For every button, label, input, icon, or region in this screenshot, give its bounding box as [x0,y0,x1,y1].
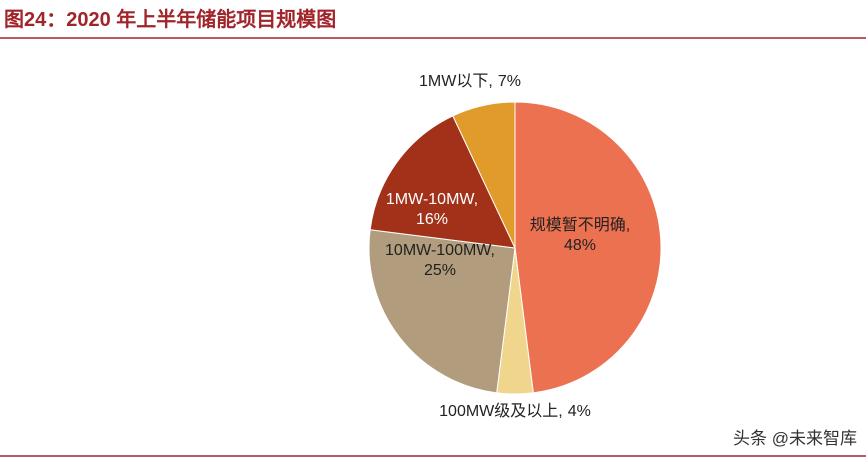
value-label: 7% [498,73,521,90]
chart-title: 图24：2020 年上半年储能项目规模图 [4,7,336,31]
labels: 规模暂不明确, 48% 100MW级及以上, 4% 10MW-100MW, 25% 1MW-… [385,73,630,420]
category-label: 1MW以下 [419,73,488,90]
value-label: 16% [416,211,448,228]
label-separator: , [558,403,562,420]
pie [368,101,662,395]
value-label: 48% [564,237,596,254]
pie-slice [369,115,516,249]
category-label: 1MW-10MW [386,191,475,208]
label-separator: , [474,191,478,208]
pie-slice [452,101,516,249]
value-label: 25% [424,262,456,279]
label-separator: , [488,73,492,90]
label-separator: , [626,217,630,234]
slice-label: 10MW-100MW, 25% [385,242,495,279]
slice-label: 1MW-10MW, 16% [386,191,478,228]
pie-slice [368,229,516,394]
slice-label: 1MW以下, 7% [419,73,521,90]
category-label: 10MW-100MW [385,242,492,259]
category-label: 100MW级及以上 [439,402,558,420]
pie-slice [514,101,662,394]
label-separator: , [491,242,495,259]
slice-label: 规模暂不明确, 48% [530,216,630,254]
value-label: 4% [568,403,591,420]
watermark: 头条 @未来智库 [733,429,857,448]
category-label: 规模暂不明确 [530,216,626,234]
slice-label: 100MW级及以上, 4% [439,402,591,420]
